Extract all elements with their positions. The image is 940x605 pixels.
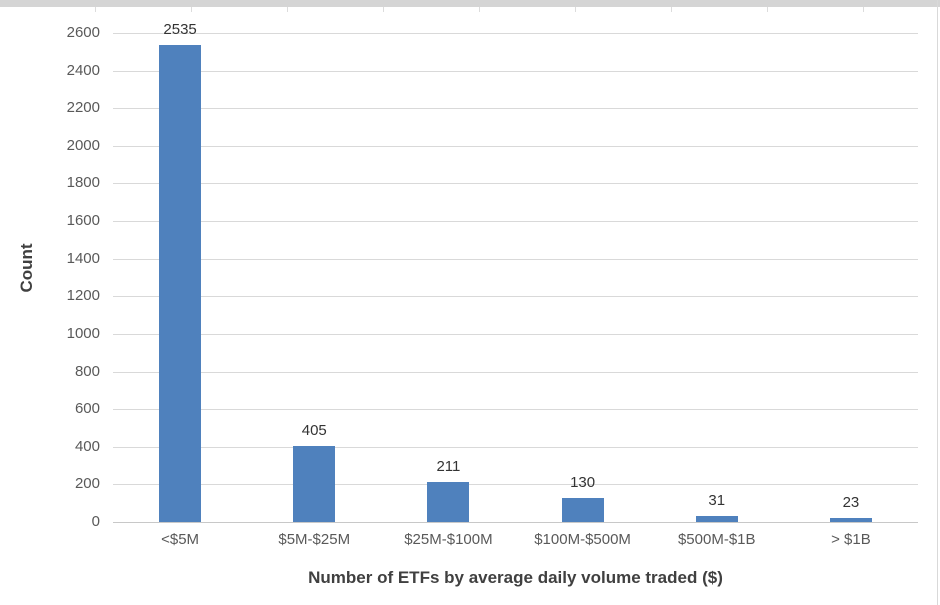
x-tick-label: <$5M bbox=[161, 531, 200, 548]
spreadsheet-column-gridline bbox=[383, 7, 384, 12]
y-gridline bbox=[113, 409, 918, 411]
y-tick-label: 2400 bbox=[66, 61, 100, 79]
spreadsheet-column-gridline bbox=[671, 7, 672, 12]
x-axis-title: Number of ETFs by average daily volume t… bbox=[308, 568, 723, 587]
y-gridline bbox=[113, 446, 918, 448]
y-gridline bbox=[113, 371, 918, 373]
spreadsheet-column-gridline bbox=[287, 7, 288, 12]
y-gridline bbox=[113, 333, 918, 335]
y-tick-label: 800 bbox=[74, 362, 100, 380]
spreadsheet-column-gridline bbox=[95, 7, 96, 12]
y-gridline bbox=[113, 70, 918, 72]
bar bbox=[695, 516, 738, 522]
bar bbox=[293, 445, 336, 522]
bar bbox=[159, 45, 202, 522]
bar bbox=[829, 517, 872, 522]
x-tick-label: > $1B bbox=[831, 531, 871, 548]
y-tick-label: 0 bbox=[91, 513, 100, 530]
bar-value-label: 211 bbox=[436, 458, 461, 476]
y-tick-label: 1800 bbox=[66, 174, 100, 192]
x-tick-label: $5M-$25M bbox=[278, 531, 351, 548]
spreadsheet-row-strip bbox=[0, 0, 940, 7]
x-tick-label: $100M-$500M bbox=[534, 531, 631, 548]
y-gridline bbox=[113, 221, 918, 223]
y-tick-label: 2200 bbox=[66, 99, 100, 117]
bar-value-label: 23 bbox=[842, 493, 860, 511]
bar-value-label: 130 bbox=[570, 473, 596, 491]
chart-border bbox=[937, 0, 938, 605]
y-tick-label: 600 bbox=[74, 400, 100, 418]
y-gridline bbox=[113, 258, 918, 260]
y-tick-label: 1200 bbox=[66, 287, 100, 305]
y-tick-label: 2600 bbox=[66, 24, 100, 41]
y-gridline bbox=[113, 33, 918, 34]
bar bbox=[561, 497, 604, 522]
y-tick-label: 400 bbox=[74, 437, 100, 455]
x-tick-label: $500M-$1B bbox=[677, 531, 756, 548]
y-tick-label: 1600 bbox=[66, 212, 100, 230]
spreadsheet-column-gridline bbox=[575, 7, 576, 12]
spreadsheet-column-gridline bbox=[479, 7, 480, 12]
spreadsheet-column-gridline bbox=[863, 7, 864, 12]
y-tick-label: 1000 bbox=[66, 324, 100, 342]
bar-value-label: 31 bbox=[708, 492, 726, 510]
y-gridline bbox=[113, 183, 918, 185]
y-gridline bbox=[113, 296, 918, 298]
bar-value-label: 405 bbox=[301, 421, 327, 439]
y-gridline bbox=[113, 108, 918, 110]
y-tick-label: 200 bbox=[74, 475, 100, 493]
x-axis-line bbox=[113, 522, 918, 523]
spreadsheet-column-gridline bbox=[767, 7, 768, 12]
bar-value-label: 2535 bbox=[163, 21, 197, 39]
y-tick-label: 2000 bbox=[66, 136, 100, 154]
y-gridline bbox=[113, 145, 918, 147]
spreadsheet-column-gridline bbox=[191, 7, 192, 12]
x-tick-label: $25M-$100M bbox=[404, 531, 493, 548]
y-gridline bbox=[113, 484, 918, 486]
bar bbox=[427, 482, 470, 522]
y-tick-label: 1400 bbox=[66, 249, 100, 267]
